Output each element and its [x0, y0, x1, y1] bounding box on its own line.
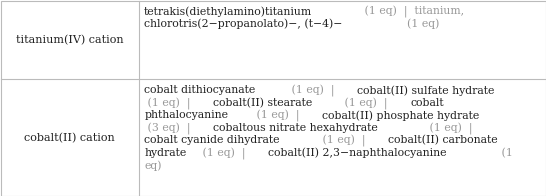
Text: (1 eq)  |  titanium,: (1 eq) | titanium,	[361, 6, 464, 18]
Text: hydrate: hydrate	[144, 148, 187, 158]
Text: tetrakis(diethylamino)titanium: tetrakis(diethylamino)titanium	[144, 6, 312, 17]
Text: phthalocyanine: phthalocyanine	[144, 110, 228, 120]
Text: (3 eq)  |: (3 eq) |	[144, 123, 198, 135]
Text: cobalt(II) phosphate hydrate: cobalt(II) phosphate hydrate	[322, 110, 479, 121]
Text: (1 eq)  |: (1 eq) |	[288, 85, 341, 97]
Text: (1 eq)  |: (1 eq) |	[319, 135, 372, 147]
Text: cobalt(II) sulfate hydrate: cobalt(II) sulfate hydrate	[357, 85, 494, 96]
Text: (1 eq)  |: (1 eq) |	[144, 98, 198, 110]
Text: cobalt(II) carbonate: cobalt(II) carbonate	[388, 135, 498, 146]
Text: cobalt cyanide dihydrate: cobalt cyanide dihydrate	[144, 135, 280, 145]
Text: cobaltous nitrate hexahydrate: cobaltous nitrate hexahydrate	[213, 123, 378, 133]
Text: cobalt: cobalt	[411, 98, 444, 108]
Text: (1 eq)  |: (1 eq) |	[199, 148, 252, 160]
Text: (1 eq): (1 eq)	[400, 18, 440, 29]
Text: cobalt(II) cation: cobalt(II) cation	[24, 132, 115, 143]
Text: (1 eq)  |: (1 eq) |	[253, 110, 306, 122]
Text: (1 eq)  |: (1 eq) |	[426, 123, 472, 135]
Text: cobalt(II) 2,3−naphthalocyanine: cobalt(II) 2,3−naphthalocyanine	[268, 148, 446, 158]
Text: cobalt dithiocyanate: cobalt dithiocyanate	[144, 85, 256, 95]
Text: (1 eq)  |: (1 eq) |	[341, 98, 395, 110]
Text: titanium(IV) cation: titanium(IV) cation	[16, 34, 123, 45]
Text: eq): eq)	[144, 160, 162, 171]
Text: cobalt(II) stearate: cobalt(II) stearate	[213, 98, 312, 108]
Text: chlorotris(2−propanolato)−, (t−4)−: chlorotris(2−propanolato)−, (t−4)−	[144, 18, 342, 29]
Text: (1: (1	[498, 148, 513, 158]
